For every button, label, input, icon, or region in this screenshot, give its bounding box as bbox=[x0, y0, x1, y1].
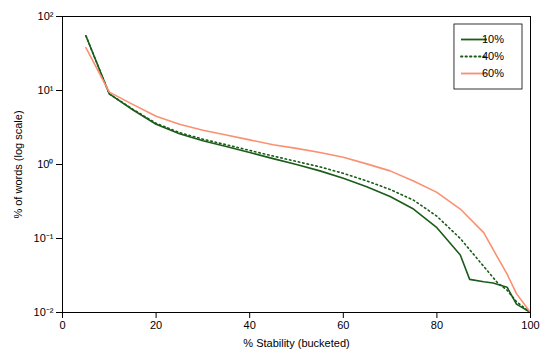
svg-text:10¹: 10¹ bbox=[38, 84, 54, 96]
svg-text:60: 60 bbox=[337, 319, 349, 331]
svg-text:40: 40 bbox=[244, 319, 256, 331]
svg-text:% of words (log scale): % of words (log scale) bbox=[12, 110, 24, 218]
svg-text:60%: 60% bbox=[482, 67, 504, 79]
svg-text:10⁻¹: 10⁻¹ bbox=[34, 232, 54, 244]
svg-text:100: 100 bbox=[521, 319, 539, 331]
svg-text:10%: 10% bbox=[482, 33, 504, 45]
svg-text:0: 0 bbox=[59, 319, 65, 331]
svg-text:20: 20 bbox=[150, 319, 162, 331]
svg-text:40%: 40% bbox=[482, 50, 504, 62]
svg-text:80: 80 bbox=[431, 319, 443, 331]
svg-text:% Stability (bucketed): % Stability (bucketed) bbox=[243, 337, 349, 349]
svg-text:10²: 10² bbox=[38, 10, 54, 22]
svg-text:10⁻²: 10⁻² bbox=[34, 306, 54, 318]
svg-text:10⁰: 10⁰ bbox=[37, 158, 53, 170]
